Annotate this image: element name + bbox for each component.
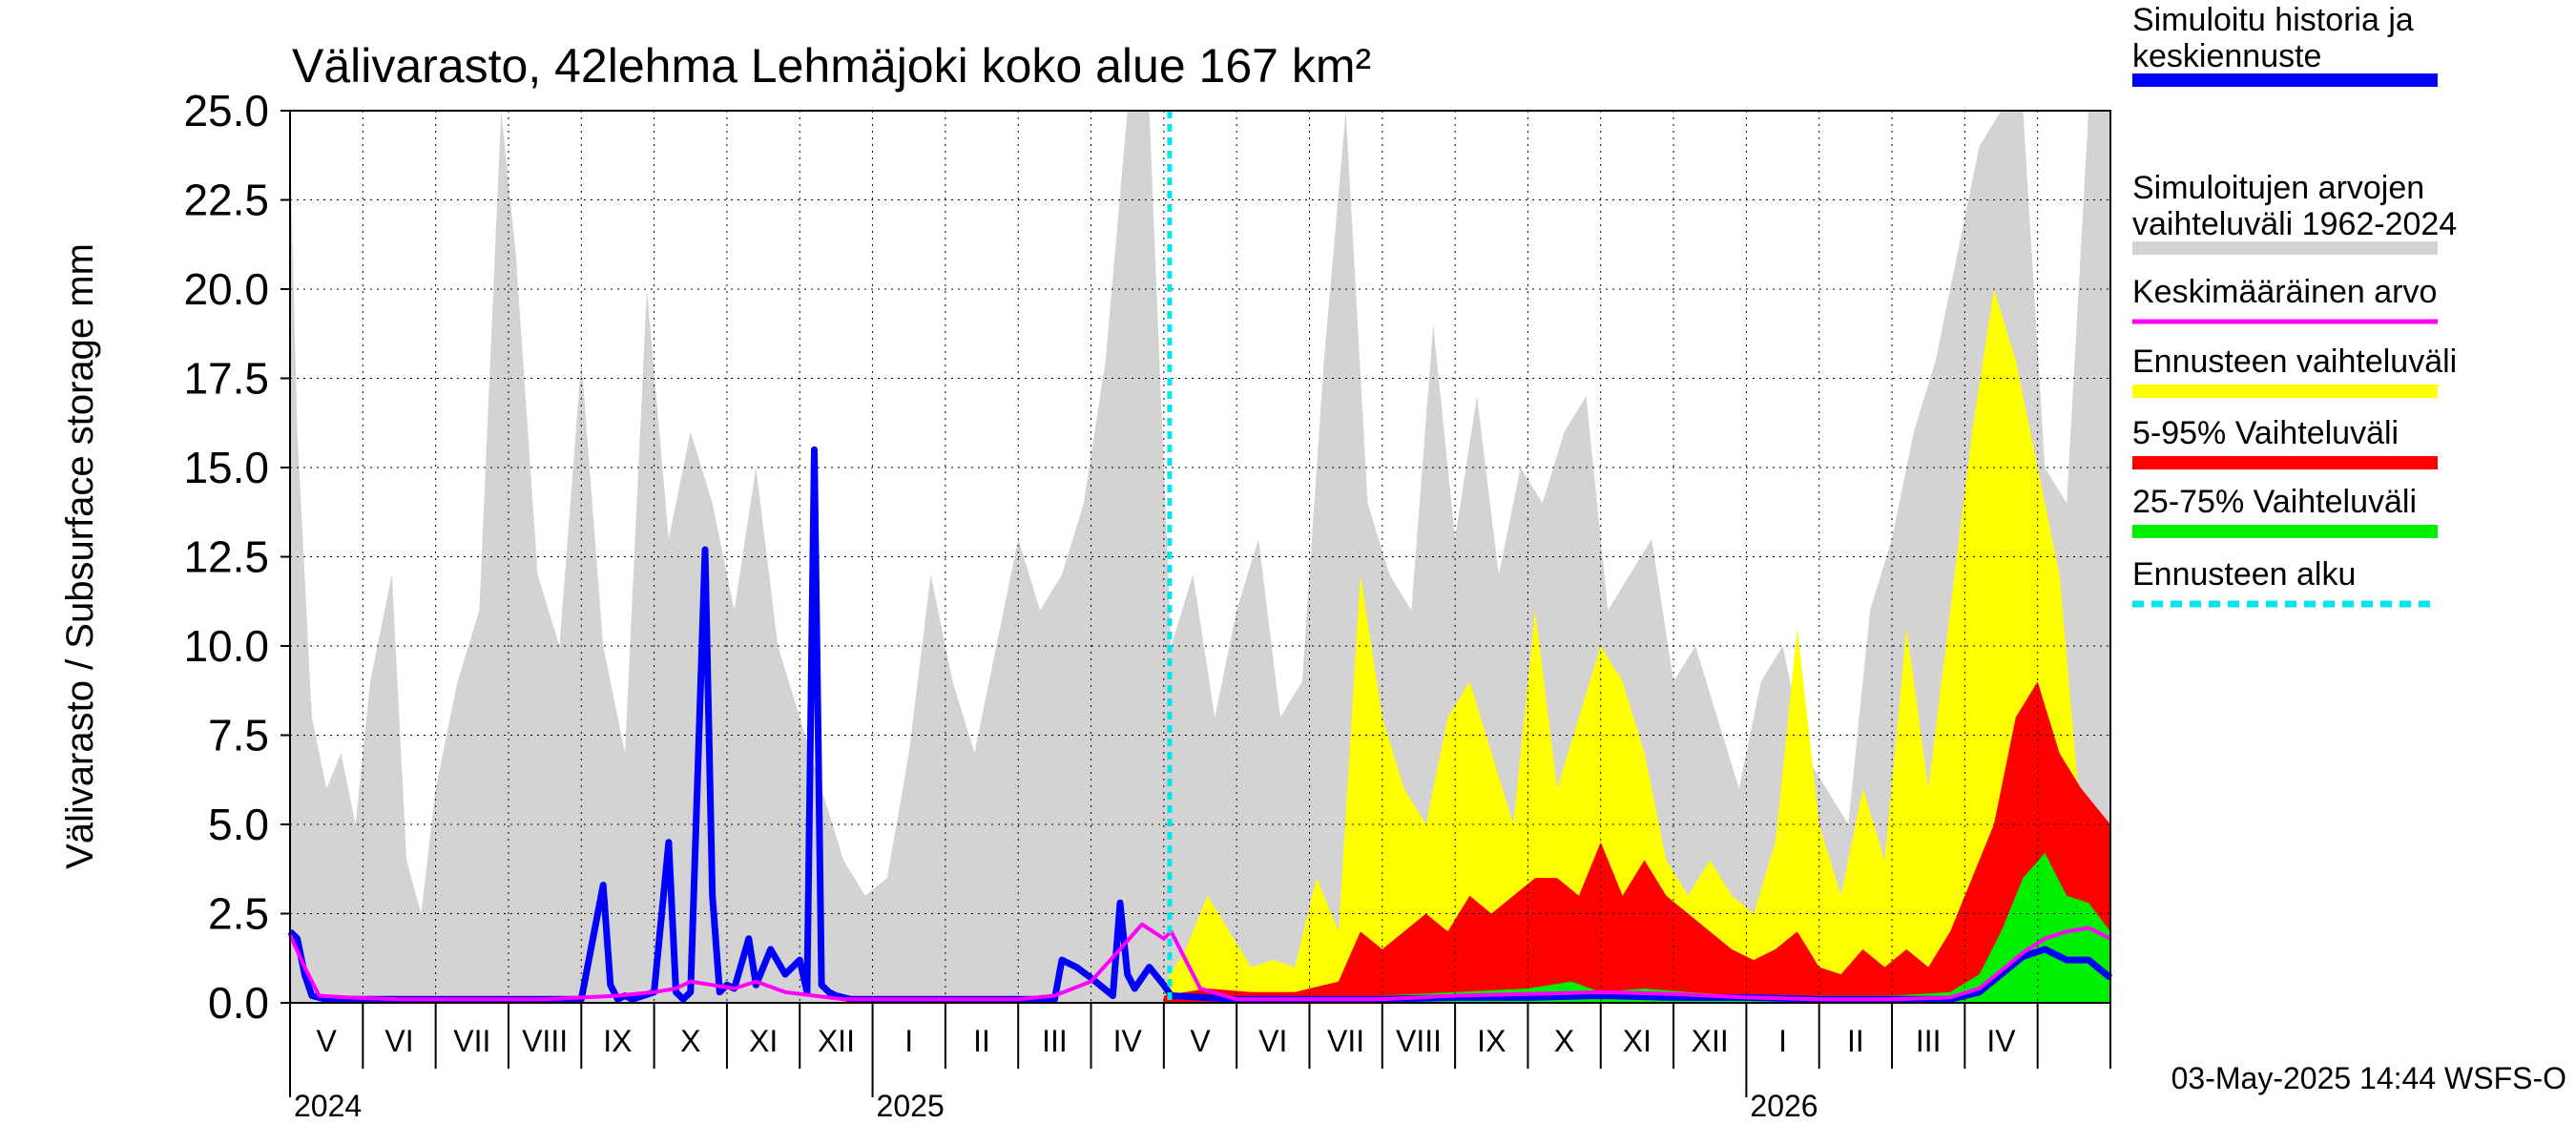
- grid: [290, 111, 2110, 1003]
- y-axis-label: Välivarasto / Subsurface storage mm: [59, 243, 101, 869]
- plot-lines-layer: [287, 111, 2113, 1003]
- x-month-label: XI: [749, 1024, 778, 1058]
- chart-title: Välivarasto, 42lehma Lehmäjoki koko alue…: [292, 39, 1371, 93]
- x-month-label: IV: [1113, 1024, 1143, 1058]
- x-month-label: II: [973, 1024, 990, 1058]
- x-year-label: 2024: [294, 1089, 362, 1123]
- legend-text-vaihteluvali-1962-2024: vaihteluväli 1962-2024: [2132, 206, 2457, 242]
- series-line-simuloitu-historia-ja-keskiennuste: [287, 446, 2113, 1003]
- y-tick-label: 25.0: [183, 86, 269, 135]
- y-tick-label: 12.5: [183, 532, 269, 582]
- series-area-25-75-vaihteluvali: [1381, 852, 2110, 1003]
- x-month-label: V: [1190, 1024, 1211, 1058]
- x-month-label: XI: [1623, 1024, 1652, 1058]
- y-tick-label: 10.0: [183, 621, 269, 671]
- x-year-label: 2026: [1750, 1089, 1818, 1123]
- x-month-label: VI: [1258, 1024, 1287, 1058]
- x-month-label: V: [317, 1024, 338, 1058]
- x-month-label: I: [1778, 1024, 1787, 1058]
- x-month-label: VII: [1327, 1024, 1364, 1058]
- x-month-label: XII: [1692, 1024, 1729, 1058]
- axes: 0.0 2.5 5.0 7.5 10.0 12.5 15.0 17.5 20.0 22.5 25.0…: [183, 86, 2111, 1123]
- y-tick-label: 2.5: [208, 889, 269, 939]
- legend-text-keskimaarainen-arvo: Keskimääräinen arvo: [2132, 274, 2437, 310]
- x-month-label: X: [1554, 1024, 1574, 1058]
- x-year-label: 2025: [877, 1089, 945, 1123]
- x-month-label: III: [1916, 1024, 1942, 1058]
- series-line-keskimaarainen-arvo: [288, 922, 2111, 1002]
- legend-text-keskiennuste: keskiennuste: [2132, 38, 2321, 74]
- x-month-label: IV: [1986, 1024, 2016, 1058]
- footer-timestamp: 03-May-2025 14:44 WSFS-O: [2171, 1061, 2566, 1095]
- y-tick-label: 17.5: [183, 354, 269, 404]
- y-tick-label: 20.0: [183, 264, 269, 314]
- legend-text-simuloitujen-arvojen: Simuloitujen arvojen: [2132, 170, 2424, 206]
- x-month-label: VIII: [1396, 1024, 1442, 1058]
- legend-text-ennusteen-alku: Ennusteen alku: [2132, 556, 2356, 593]
- x-month-label: II: [1847, 1024, 1864, 1058]
- y-tick-label: 5.0: [208, 800, 269, 849]
- legend-text-simuloitu-historia-ja: Simuloitu historia ja: [2132, 2, 2414, 38]
- x-month-label: III: [1042, 1024, 1068, 1058]
- x-month-label: VIII: [522, 1024, 568, 1058]
- x-month-label: XII: [818, 1024, 855, 1058]
- legend-text-5-95-vaihteluvali: 5-95% Vaihteluväli: [2132, 415, 2399, 451]
- x-month-label: I: [904, 1024, 913, 1058]
- y-tick-label: 0.0: [208, 978, 269, 1028]
- y-tick-label: 15.0: [183, 443, 269, 492]
- x-month-label: VI: [384, 1024, 413, 1058]
- series-area-simuloitujen-arvojen-vaihteluvali-1962-2024-max: [290, 111, 2110, 1003]
- x-month-label: IX: [1477, 1024, 1506, 1058]
- legend-text-25-75-vaihteluvali: 25-75% Vaihteluväli: [2132, 484, 2417, 520]
- y-tick-label: 22.5: [183, 176, 269, 225]
- x-month-label: VII: [453, 1024, 490, 1058]
- x-month-label: X: [680, 1024, 700, 1058]
- legend-text-ennusteen-vaihteluvali: Ennusteen vaihteluväli: [2132, 344, 2457, 380]
- y-tick-label: 7.5: [208, 711, 269, 760]
- x-month-label: IX: [603, 1024, 632, 1058]
